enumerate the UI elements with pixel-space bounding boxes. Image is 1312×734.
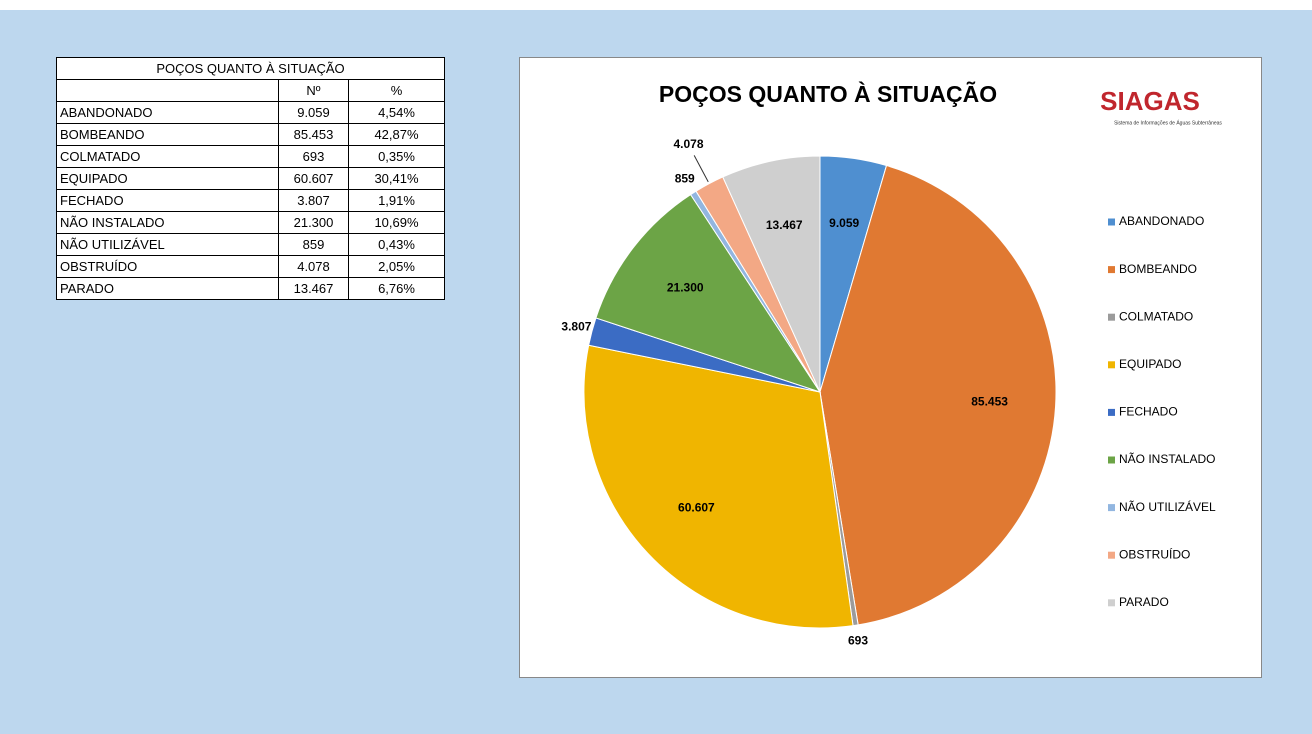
table-row: NÃO INSTALADO 21.300 10,69% bbox=[56, 211, 445, 234]
table-row: NÃO UTILIZÁVEL 859 0,43% bbox=[56, 233, 445, 256]
legend-label: EQUIPADO bbox=[1119, 357, 1181, 371]
data-label: 85.453 bbox=[971, 395, 1008, 409]
legend-label: OBSTRUÍDO bbox=[1119, 546, 1190, 561]
table-title: POÇOS QUANTO À SITUAÇÃO bbox=[56, 57, 445, 80]
number-cell: 21.300 bbox=[278, 211, 349, 234]
data-label: 60.607 bbox=[678, 501, 715, 515]
chart-title: POÇOS QUANTO À SITUAÇÃO bbox=[659, 80, 997, 107]
table-row: FECHADO 3.807 1,91% bbox=[56, 189, 445, 212]
label-cell: NÃO INSTALADO bbox=[56, 211, 279, 234]
number-cell: 1,91% bbox=[348, 189, 445, 212]
table-row: PARADO 13.467 6,76% bbox=[56, 277, 445, 300]
data-label: 9.059 bbox=[829, 216, 859, 230]
pie-slice bbox=[722, 155, 821, 393]
table-row: POÇOS QUANTO À SITUAÇÃO bbox=[56, 57, 445, 80]
logo-name: SIAGAS bbox=[1100, 86, 1200, 116]
legend-swatch bbox=[1108, 599, 1115, 607]
table-row: ABANDONADO 9.059 4,54% bbox=[56, 101, 445, 124]
legend-swatch bbox=[1108, 456, 1115, 464]
number-cell: 4.078 bbox=[278, 255, 349, 278]
table-row: Nº% bbox=[56, 79, 445, 102]
table-row: BOMBEANDO 85.453 42,87% bbox=[56, 123, 445, 146]
number-cell: 10,69% bbox=[348, 211, 445, 234]
leader-line bbox=[693, 155, 709, 183]
legend-swatch bbox=[1108, 313, 1115, 321]
legend-swatch bbox=[1108, 218, 1115, 226]
data-table: POÇOS QUANTO À SITUAÇÃO Nº% ABANDONADO 9.05… bbox=[56, 57, 445, 300]
legend-label: PARADO bbox=[1119, 595, 1169, 609]
data-label: 859 bbox=[675, 172, 695, 186]
legend-swatch bbox=[1108, 361, 1115, 369]
pie-slice bbox=[595, 193, 822, 393]
pie-slice bbox=[583, 344, 854, 629]
number-cell: 4,54% bbox=[348, 101, 445, 124]
number-cell: 60.607 bbox=[278, 167, 349, 190]
label-cell: FECHADO bbox=[56, 189, 279, 212]
logo-subtitle: Sistema de Informações de Águas Subterrâ… bbox=[1114, 119, 1222, 126]
data-label: 693 bbox=[848, 633, 868, 647]
number-cell: 693 bbox=[278, 145, 349, 168]
legend-swatch bbox=[1108, 551, 1115, 559]
legend-label: NÃO INSTALADO bbox=[1119, 452, 1215, 466]
legend-label: ABANDONADO bbox=[1119, 214, 1204, 228]
number-cell: 6,76% bbox=[348, 277, 445, 300]
data-label: 13.467 bbox=[766, 218, 803, 232]
pie-slice bbox=[819, 164, 1057, 626]
table-row: OBSTRUÍDO 4.078 2,05% bbox=[56, 255, 445, 278]
legend-swatch bbox=[1108, 504, 1115, 512]
table-row: EQUIPADO 60.607 30,41% bbox=[56, 167, 445, 190]
data-label: 3.807 bbox=[561, 320, 591, 334]
legend-label: FECHADO bbox=[1119, 405, 1178, 419]
number-cell: 13.467 bbox=[278, 277, 349, 300]
label-cell: OBSTRUÍDO bbox=[56, 255, 279, 278]
legend-swatch bbox=[1108, 408, 1115, 416]
label-cell: ABANDONADO bbox=[56, 101, 279, 124]
legend-label: NÃO UTILIZÁVEL bbox=[1119, 499, 1216, 514]
legend-label: COLMATADO bbox=[1119, 309, 1193, 323]
legend-swatch bbox=[1108, 266, 1115, 274]
data-label: 21.300 bbox=[667, 281, 704, 295]
legend-label: BOMBEANDO bbox=[1119, 262, 1197, 276]
label-cell: PARADO bbox=[56, 277, 279, 300]
data-label: 4.078 bbox=[674, 137, 704, 151]
